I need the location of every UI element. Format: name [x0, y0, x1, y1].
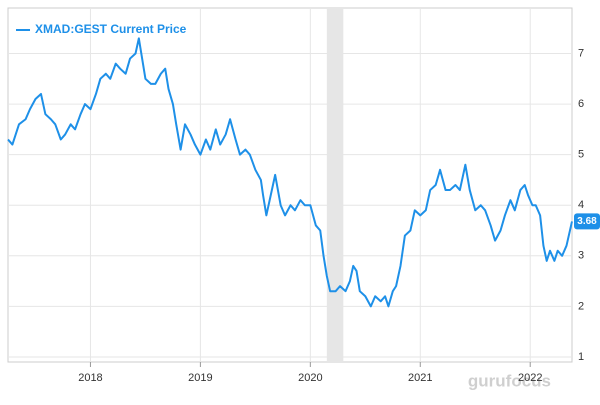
- last-value-box: [574, 213, 600, 230]
- shaded-band: [326, 8, 344, 362]
- y-tick-label: 6: [578, 98, 584, 110]
- y-tick-label: 2: [578, 300, 584, 312]
- y-tick-label: 4: [578, 199, 584, 211]
- x-tick-label: 2019: [188, 372, 212, 384]
- last-value-label: 3.68: [577, 216, 597, 227]
- y-tick-label: 1: [578, 351, 584, 363]
- price-line: [7, 37, 573, 308]
- legend-label: XMAD:GEST Current Price: [35, 22, 187, 36]
- watermark: gurufocus: [468, 371, 551, 390]
- x-tick-label: 2021: [408, 372, 432, 384]
- y-tick-label: 7: [578, 47, 584, 59]
- x-tick-label: 2020: [298, 372, 322, 384]
- x-tick-label: 2022: [518, 372, 542, 384]
- x-tick-label: 2018: [78, 372, 102, 384]
- y-tick-label: 5: [578, 149, 584, 161]
- y-tick-label: 3: [578, 250, 584, 262]
- plot-frame: [7, 7, 573, 363]
